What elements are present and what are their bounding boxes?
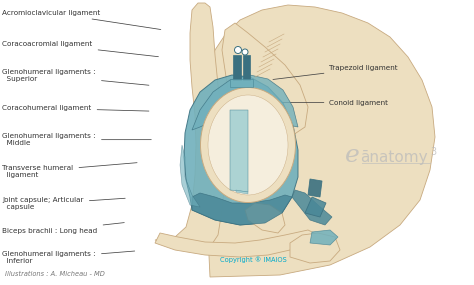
- Ellipse shape: [242, 49, 248, 55]
- Polygon shape: [192, 75, 298, 130]
- Polygon shape: [243, 55, 250, 80]
- Polygon shape: [155, 3, 225, 250]
- Text: Copyright ® IMAIOS: Copyright ® IMAIOS: [220, 256, 287, 263]
- Ellipse shape: [235, 46, 241, 54]
- Ellipse shape: [201, 87, 295, 203]
- Text: Trapezoid ligament: Trapezoid ligament: [273, 65, 398, 80]
- Polygon shape: [290, 233, 340, 263]
- Text: Glenohumeral ligaments :
  Middle: Glenohumeral ligaments : Middle: [2, 133, 151, 146]
- Ellipse shape: [208, 95, 288, 195]
- Text: Coracoacromial ligament: Coracoacromial ligament: [2, 41, 158, 57]
- Polygon shape: [205, 5, 435, 277]
- Text: e: e: [345, 144, 360, 167]
- Text: Illustrations : A. Micheau - MD: Illustrations : A. Micheau - MD: [5, 271, 105, 277]
- Text: Transverse humeral
  ligament: Transverse humeral ligament: [2, 163, 137, 178]
- Polygon shape: [305, 197, 326, 217]
- Text: Conoid ligament: Conoid ligament: [271, 99, 388, 106]
- Text: 3: 3: [430, 147, 436, 157]
- Text: Coracohumeral ligament: Coracohumeral ligament: [2, 105, 149, 111]
- Text: Glenohumeral ligaments :
  Inferior: Glenohumeral ligaments : Inferior: [2, 251, 135, 264]
- Polygon shape: [230, 110, 248, 192]
- Polygon shape: [292, 190, 332, 225]
- Polygon shape: [230, 79, 253, 87]
- Polygon shape: [192, 193, 292, 225]
- Polygon shape: [310, 230, 338, 245]
- Polygon shape: [233, 55, 241, 80]
- Text: Glenohumeral ligaments :
  Superior: Glenohumeral ligaments : Superior: [2, 69, 149, 85]
- Polygon shape: [222, 23, 308, 137]
- Polygon shape: [308, 179, 322, 197]
- Text: Biceps brachii : Long head: Biceps brachii : Long head: [2, 223, 124, 234]
- Polygon shape: [180, 145, 200, 207]
- Polygon shape: [236, 190, 248, 194]
- Polygon shape: [184, 75, 298, 225]
- Polygon shape: [155, 230, 318, 257]
- Text: ānatomy: ānatomy: [360, 150, 428, 165]
- Polygon shape: [245, 203, 285, 233]
- Text: Joint capsule; Articular
  capsule: Joint capsule; Articular capsule: [2, 197, 125, 210]
- Text: Acromioclavicular ligament: Acromioclavicular ligament: [2, 10, 161, 30]
